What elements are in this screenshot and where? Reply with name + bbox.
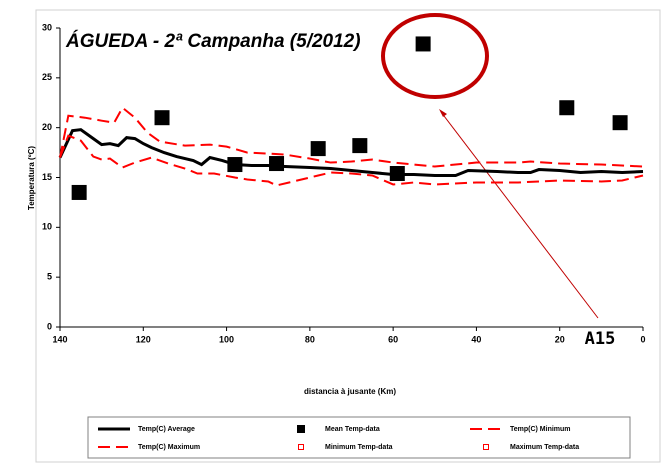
x-tick-label: 60 — [388, 334, 398, 344]
data-point — [269, 156, 285, 172]
arrow-head — [439, 109, 447, 117]
legend-label: Maximum Temp-data — [510, 444, 579, 451]
chart-frame — [35, 9, 661, 463]
x-tick-label: 100 — [219, 334, 234, 344]
x-axis-label: distancia à jusante (Km) — [304, 387, 396, 396]
legend-label: Mean Temp-data — [325, 426, 380, 433]
legend-swatch — [297, 425, 305, 433]
legend-label: Minimum Temp-data — [325, 444, 393, 451]
y-tick-label: 25 — [42, 72, 52, 82]
x-tick-label: 120 — [136, 334, 151, 344]
data-point — [612, 115, 628, 131]
legend-label: Temp(C) Minimum — [510, 426, 571, 433]
data-point — [227, 157, 243, 173]
x-tick-label: 40 — [471, 334, 481, 344]
legend-label: Temp(C) Average — [138, 426, 195, 433]
data-point — [389, 166, 405, 182]
y-tick-label: 15 — [42, 172, 52, 182]
x-tick-label: 140 — [52, 334, 67, 344]
legend-label: Temp(C) Maximum — [138, 444, 200, 451]
y-axis-label: Temperatura (ºC) — [27, 146, 36, 210]
annotation: A15 — [585, 329, 616, 349]
y-tick-label: 0 — [47, 321, 52, 331]
y-tick-label: 10 — [42, 222, 52, 232]
y-tick-label: 5 — [47, 272, 52, 282]
series-line — [59, 106, 644, 168]
y-tick-label: 20 — [42, 122, 52, 132]
highlight-circle — [381, 13, 489, 99]
data-point — [71, 184, 87, 200]
x-tick-label: 0 — [640, 334, 645, 344]
y-tick-label: 30 — [42, 22, 52, 32]
annotation-arrow — [440, 111, 599, 319]
data-point — [415, 36, 431, 52]
series-line — [59, 134, 644, 187]
legend-swatch — [483, 444, 489, 450]
x-tick-label: 20 — [555, 334, 565, 344]
data-point — [154, 110, 170, 126]
legend-swatch — [298, 444, 304, 450]
data-point — [352, 138, 368, 154]
x-tick-label: 80 — [305, 334, 315, 344]
chart-title: ÁGUEDA - 2ª Campanha (5/2012) — [65, 30, 361, 52]
data-point — [559, 100, 575, 116]
series-line — [58, 128, 644, 178]
data-point — [310, 141, 326, 157]
legend — [87, 416, 631, 459]
